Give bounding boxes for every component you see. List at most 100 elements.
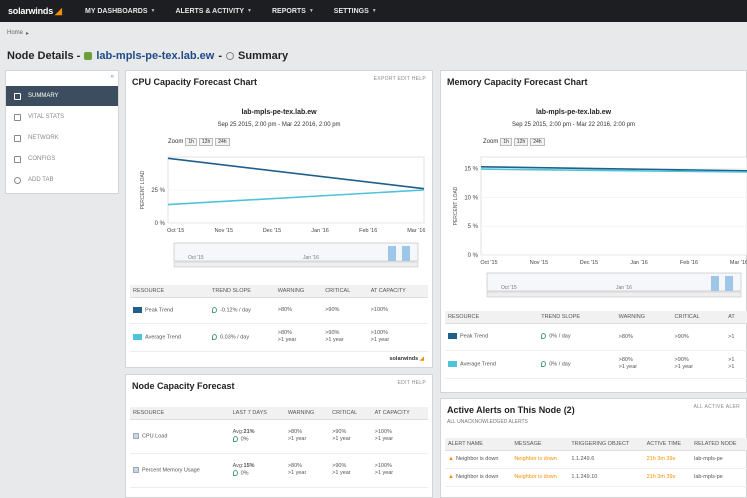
nav-label: ALERTS & ACTIVITY [175,7,245,15]
table-row[interactable]: ▲ Neighbor is down Neighbor is down 1.1.2… [445,450,747,469]
navigator-tick-label: Oct '15 [501,285,517,291]
nav-settings[interactable]: SETTINGS ▼ [324,8,387,15]
panel-subtitle: ALL UNACKNOWLEDGED ALERTS [447,419,528,425]
sidebar-item-configs[interactable]: CONFIGS [6,149,118,169]
collapse-icon[interactable]: « [110,74,114,80]
legend-swatch [133,333,142,340]
warning-value: >80% [287,463,303,469]
vital-stats-icon [14,113,21,121]
sidebar-item-add-tab[interactable]: ADD TAB [6,170,118,190]
x-tick-label: Feb '16 [359,228,377,234]
configs-icon [14,155,21,163]
zoom-label: Zoom [168,139,184,145]
triggering-object[interactable]: 1.1.249.6 [568,450,644,469]
critical-value: >90% [325,330,340,336]
solarwinds-logo[interactable]: solarwinds ◢ [0,6,75,16]
table-row: CPU Load Avg:21% 0% >80% >1 year >90% >1 ye… [130,419,428,454]
page-title: Node Details - lab-mpls-pe-tex.lab.ew - … [7,50,288,62]
capacity-value: >1 [725,323,747,351]
critical-value: >90% [332,463,347,469]
footer-logo: solarwinds ◢ [390,356,425,362]
navigator-tick-label: Jan '16 [616,285,632,291]
zoom-12h-button[interactable]: 12h [198,138,214,146]
nav-label: SETTINGS [333,7,369,15]
zoom-1h-button[interactable]: 1h [500,138,512,146]
related-node[interactable]: lab-mpls-pe [691,450,747,469]
navigator [173,242,419,262]
sidebar-item-label: ADD TAB [28,177,54,183]
capacity-value: >100% [374,429,392,435]
nav-alerts-activity[interactable]: ALERTS & ACTIVITY ▼ [165,8,262,15]
navigator-bar [402,246,410,261]
trend-slope: -0.12% / day [220,307,251,314]
y-tick-label: 25 % [151,188,165,194]
warning-value: >80% [615,323,672,351]
series-line [480,166,747,172]
zoom-1h-button[interactable]: 1h [185,138,197,146]
trend-pin-icon [541,333,547,340]
sidebar-item-network[interactable]: NETWORK [6,128,118,148]
critical-value: >90% [674,357,689,363]
sidebar-item-label: SUMMARY [28,93,59,99]
legend-swatch [133,306,142,313]
alert-name[interactable]: Neighbor is down [455,474,499,480]
node-link[interactable]: lab-mpls-pe-tex.lab.ew [96,50,215,62]
view-name: Summary [238,50,289,62]
warning-icon: ▲ [448,474,454,480]
chart-subtitle: Sep 25 2015, 2:00 pm - Mar 22 2016, 2:00… [511,122,636,128]
zoom-controls: Zoom 1h 12h 24h [483,138,545,146]
memory-trend-table: RESOURCE TREND SLOPE WARNING CRITICAL AT… [445,311,747,379]
table-row[interactable]: ▲ Neighbor is down Neighbor is down 1.1.2… [445,468,747,487]
all-active-alerts-link[interactable]: ALL ACTIVE ALER [693,404,740,410]
zoom-24h-button[interactable]: 24h [530,138,545,146]
col-triggering-object: TRIGGERING OBJECT [568,438,644,451]
col-alert-name: ALERT NAME [445,438,512,451]
sidebar-item-vital-stats[interactable]: VITAL STATS [6,107,118,127]
node-status-icon [84,52,93,60]
sidebar-item-summary[interactable]: SUMMARY [6,86,118,106]
breadcrumb-home[interactable]: Home [7,30,24,36]
resource-name: Peak Trend [145,307,174,314]
col-trend-slope: TREND SLOPE [209,285,275,298]
triggering-object[interactable]: 1.1.249.10 [568,468,644,487]
col-warning: WARNING [284,407,330,420]
nav-my-dashboards[interactable]: MY DASHBOARDS ▼ [75,8,165,15]
trend-slope: 0% / day [549,333,571,340]
y-tick-label: 0 % [468,253,479,259]
view-sidebar: « SUMMARY VITAL STATS NETWORK CONFIGS AD… [5,70,119,194]
panel-actions[interactable]: EXPORT EDIT HELP [373,76,426,82]
related-node[interactable]: lab-mpls-pe [691,468,747,487]
breadcrumb-separator: ▸ [26,31,30,37]
capacity-time: >1 year [374,470,394,476]
navigator-bar [388,246,396,261]
warning-value: >80% [277,330,293,336]
y-tick-label: 5 % [468,224,479,230]
alert-name[interactable]: Neighbor is down [455,456,499,462]
zoom-24h-button[interactable]: 24h [215,138,230,146]
y-axis-label: PERCENT LOAD [140,170,146,209]
chart-title: lab-mpls-pe-tex.lab.ew [535,109,612,116]
col-critical: CRITICAL [329,407,372,420]
node-capacity-panel: Node Capacity Forecast EDIT HELP RESOURC… [125,374,433,498]
zoom-12h-button[interactable]: 12h [513,138,529,146]
col-critical: CRITICAL [322,285,368,298]
x-tick-label: Dec '15 [263,228,281,234]
nav-reports[interactable]: REPORTS ▼ [262,8,324,15]
navigator-tick-label: Jan '16 [303,255,319,261]
table-row: Percent Memory Usage Avg:15% 0% >80% >1 ye… [130,453,428,488]
memory-icon [133,466,139,473]
alerts-table: ALERT NAME MESSAGE TRIGGERING OBJECT ACT… [445,438,747,487]
x-tick-label: Oct '15 [480,260,497,266]
caret-down-icon: ▼ [150,8,156,14]
avg-label: Avg: [232,462,244,469]
y-axis-label: PERCENT LOAD [453,186,459,225]
panel-title: CPU Capacity Forecast Chart [132,77,258,87]
panel-actions[interactable]: EDIT HELP [397,380,426,386]
alert-message: Neighbor is down [511,468,569,487]
resource-name[interactable]: Percent Memory Usage [142,467,200,474]
cpu-forecast-panel: CPU Capacity Forecast Chart EXPORT EDIT … [125,70,433,368]
resource-name[interactable]: CPU Load [142,433,168,440]
y-tick-label: 10 % [464,195,478,201]
alert-message: Neighbor is down [511,450,569,469]
col-last-7-days: LAST 7 DAYS [229,407,285,420]
